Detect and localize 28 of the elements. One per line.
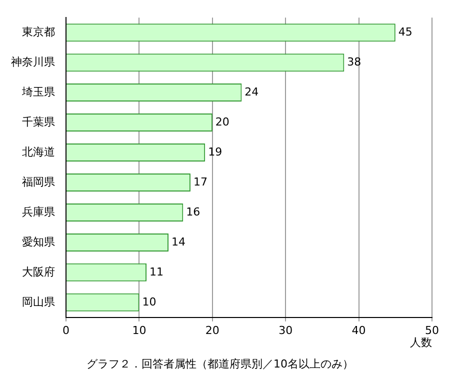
data-label: 10 <box>142 295 156 308</box>
y-tick-label: 兵庫県 <box>22 205 55 218</box>
y-tick-label: 愛知県 <box>22 235 55 248</box>
data-label: 20 <box>215 115 230 128</box>
data-label: 14 <box>171 235 186 248</box>
data-label: 45 <box>398 25 412 38</box>
data-label: 11 <box>150 265 164 278</box>
y-tick-label: 神奈川県 <box>11 55 55 68</box>
data-label: 38 <box>347 55 362 68</box>
y-tick-label: 大阪府 <box>22 265 55 278</box>
x-tick-label: 10 <box>132 324 146 337</box>
x-tick-label: 20 <box>205 324 220 337</box>
y-tick-label: 千葉県 <box>22 115 55 128</box>
x-axis-title: 人数 <box>410 336 432 350</box>
y-tick-label: 東京都 <box>22 25 55 38</box>
x-tick-label: 50 <box>425 324 439 337</box>
data-label: 16 <box>186 205 200 218</box>
data-label: 24 <box>244 85 259 98</box>
y-tick-label: 岡山県 <box>22 295 55 308</box>
x-tick-label: 0 <box>62 324 70 337</box>
x-tick-label: 30 <box>278 324 293 337</box>
y-tick-label: 埼玉県 <box>21 85 55 98</box>
y-tick-label: 福岡県 <box>22 175 55 188</box>
x-tick-label: 40 <box>352 324 366 337</box>
data-label: 19 <box>208 145 222 158</box>
y-tick-label: 北海道 <box>22 145 55 158</box>
data-label: 17 <box>193 175 208 188</box>
text: グラフ２．回答者属性（都道府県別／10名以上のみ） <box>86 357 354 370</box>
